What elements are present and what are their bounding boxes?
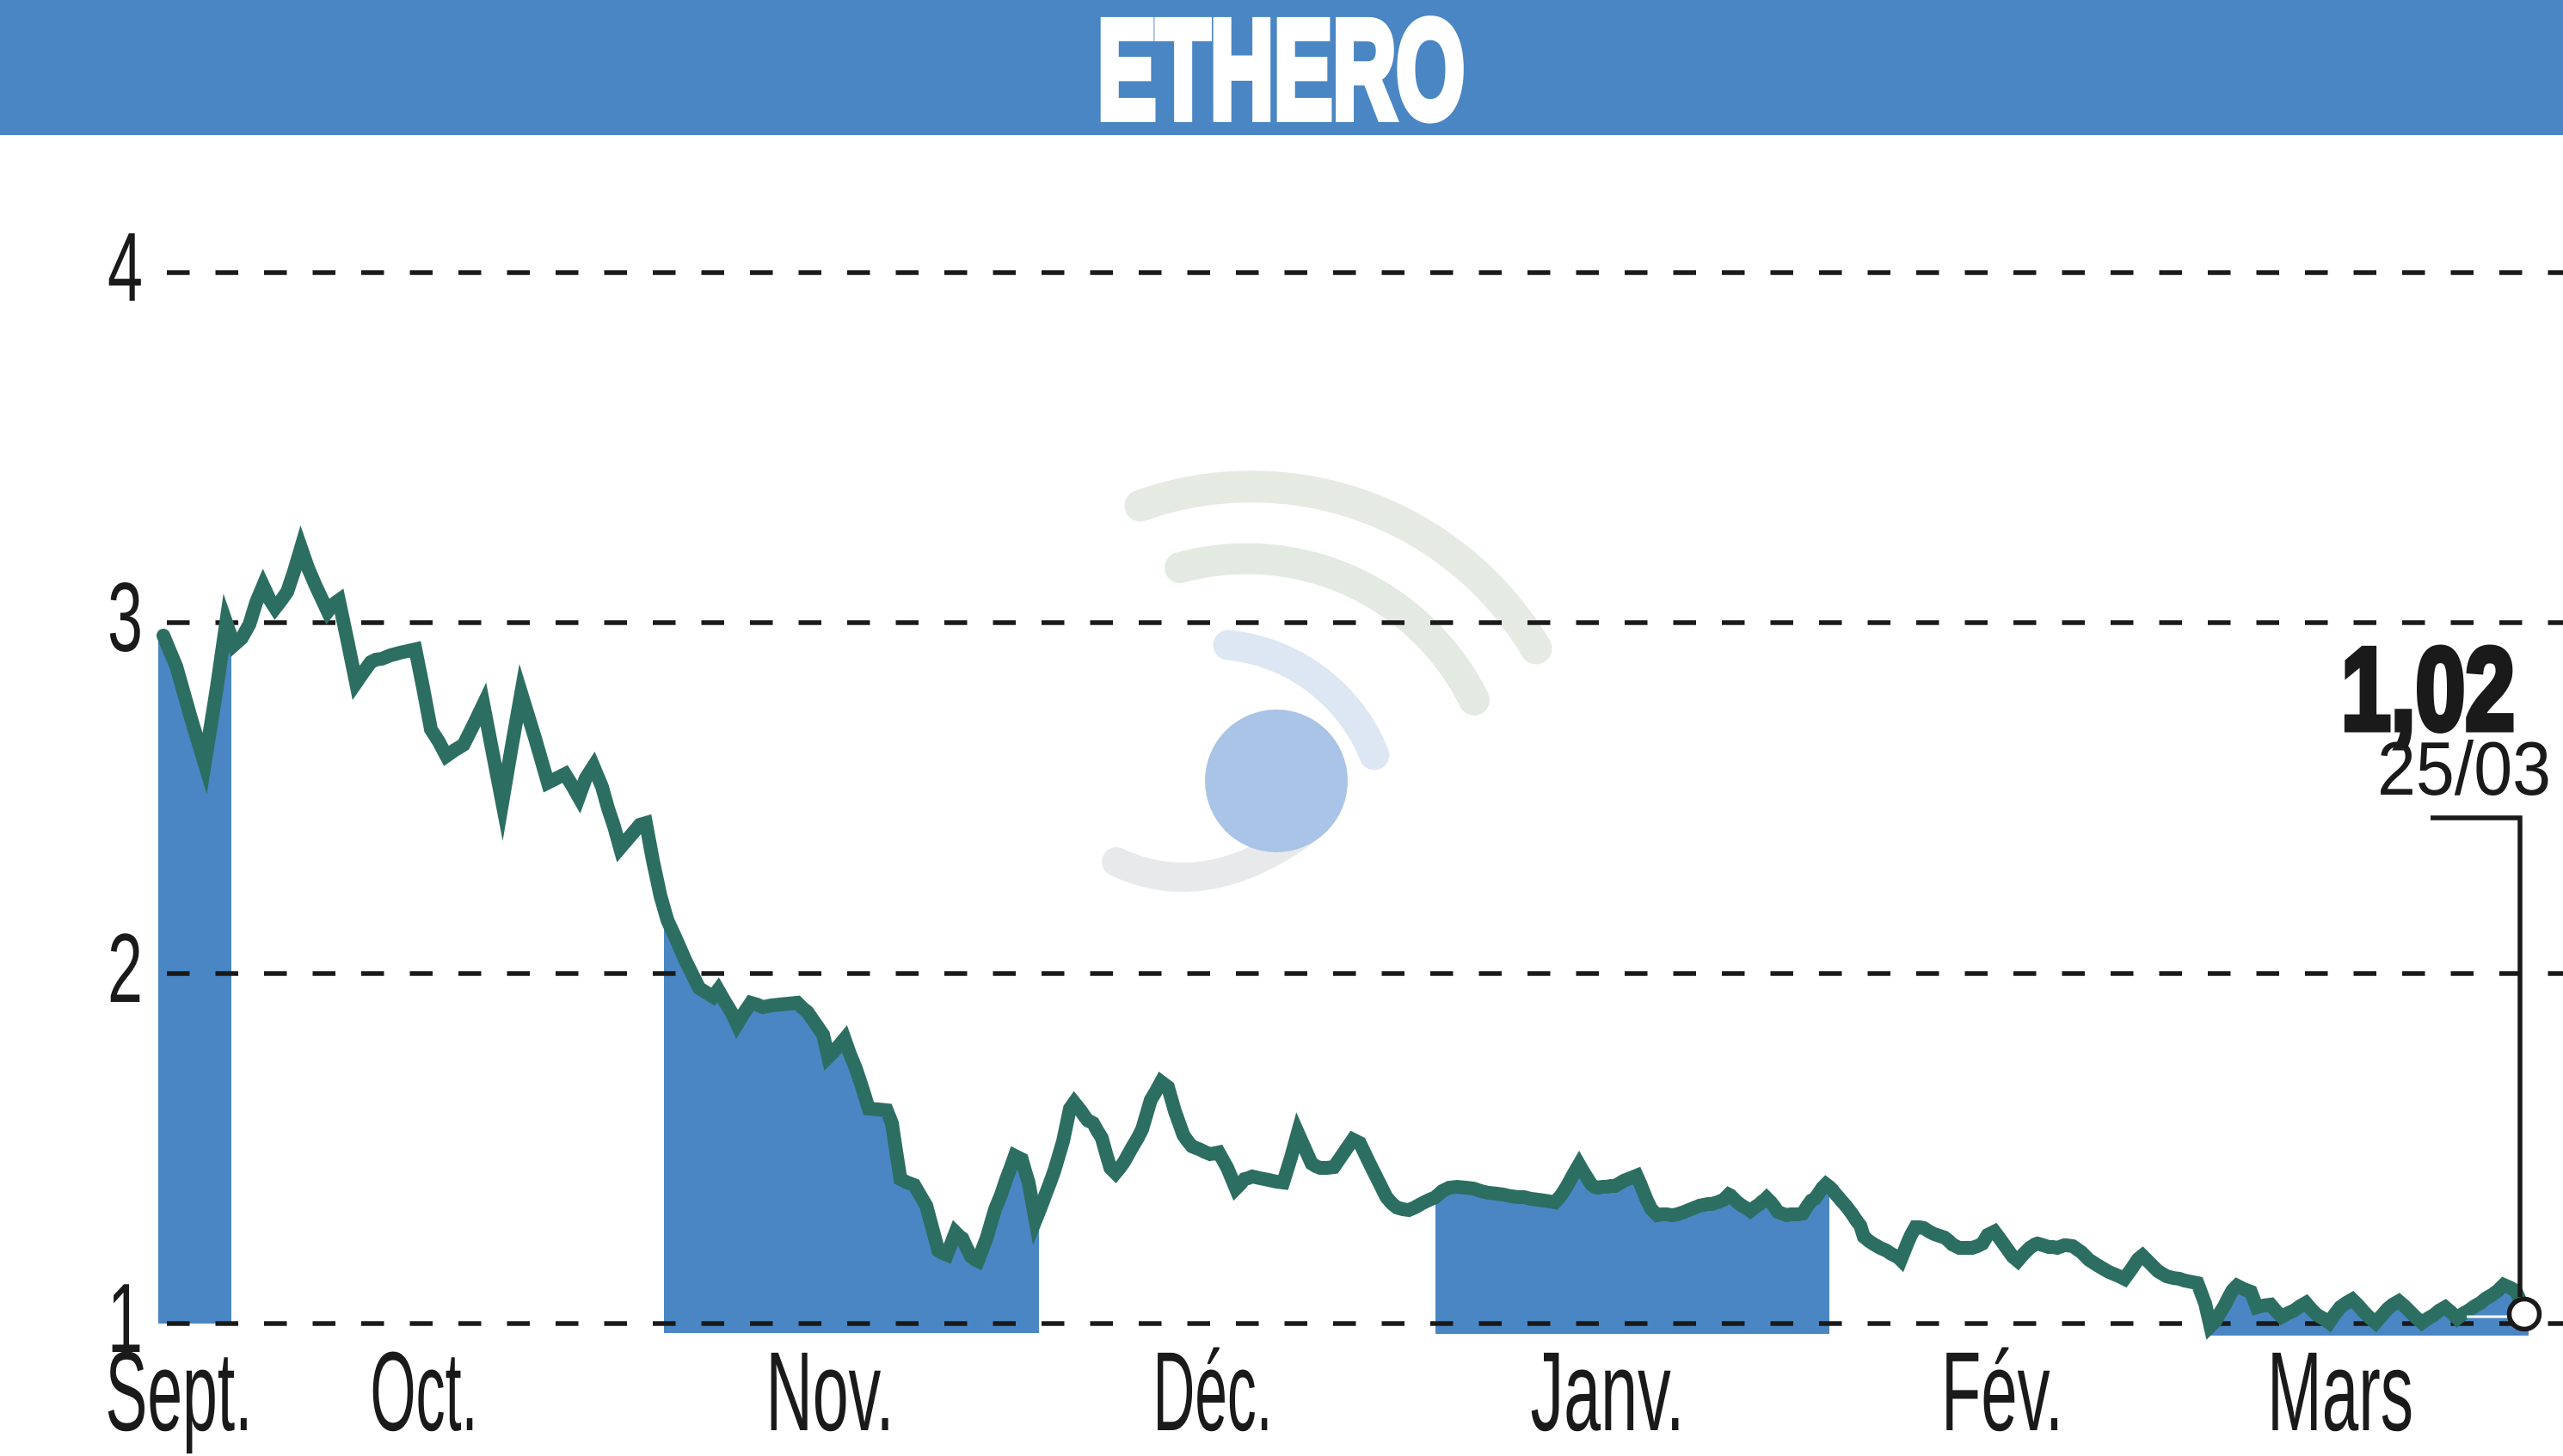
svg-text:Fév.: Fév. (1941, 1328, 2063, 1454)
svg-text:25/03: 25/03 (2377, 726, 2551, 811)
svg-text:1,02: 1,02 (2341, 624, 2515, 754)
svg-text:1: 1 (108, 1264, 143, 1373)
svg-text:Déc.: Déc. (1153, 1328, 1273, 1454)
svg-text:Janv.: Janv. (1531, 1328, 1685, 1454)
svg-text:3: 3 (108, 563, 143, 673)
svg-text:Oct.: Oct. (371, 1328, 478, 1454)
svg-text:Mars: Mars (2267, 1328, 2413, 1454)
svg-text:ETHERO: ETHERO (1097, 0, 1465, 148)
svg-text:2: 2 (108, 914, 143, 1023)
svg-text:Nov.: Nov. (766, 1328, 894, 1454)
svg-text:Sept.: Sept. (106, 1328, 253, 1454)
svg-text:4: 4 (108, 213, 143, 323)
